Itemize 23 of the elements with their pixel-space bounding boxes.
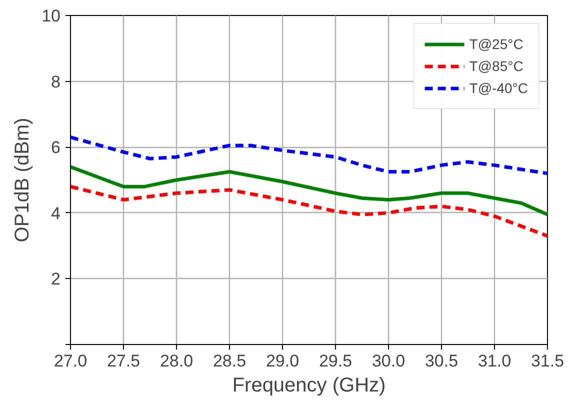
x-tick-label: 29.5: [318, 352, 352, 370]
legend-label: T@25°C: [469, 36, 524, 52]
y-tick-label: 8: [51, 72, 61, 92]
legend-label: T@-40°C: [469, 80, 528, 96]
x-tick-label: 27.0: [54, 352, 88, 370]
line-series: [70, 165, 548, 216]
x-tick-label: 30.0: [372, 352, 406, 370]
x-tick-label: 28.5: [212, 352, 246, 370]
y-tick-label: 10: [42, 6, 61, 26]
x-tick-label: 28.0: [160, 352, 194, 370]
y-tick-label: 6: [51, 138, 61, 158]
x-tick-label: 31.5: [530, 352, 564, 370]
y-tick-label: 2: [51, 270, 61, 289]
x-tick-label: 31.0: [478, 352, 512, 370]
legend-label: T@85°C: [469, 58, 524, 74]
x-axis-title: Frequency (GHz): [232, 374, 386, 396]
line-series: [70, 135, 548, 176]
y-tick-label: 4: [51, 204, 61, 223]
x-tick-label: 27.5: [106, 352, 140, 370]
y-axis-title: OP1dB (dBm): [12, 118, 34, 242]
line-series: [70, 184, 548, 238]
x-tick-label: 30.5: [424, 352, 458, 370]
x-tick-label: 29.0: [266, 352, 300, 370]
